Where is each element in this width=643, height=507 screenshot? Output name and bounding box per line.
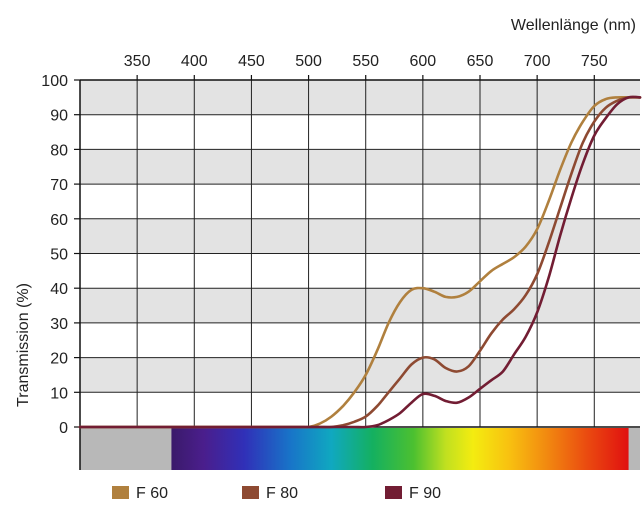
legend-swatch — [385, 486, 402, 499]
band — [80, 322, 640, 358]
visible-spectrum — [171, 428, 629, 470]
y-tick-labels: 0 10 20 30 40 50 60 70 80 90 100 — [41, 73, 68, 437]
x-tick-label: 400 — [181, 53, 208, 70]
band — [80, 184, 640, 219]
legend: F 60 F 80 F 90 — [112, 485, 441, 502]
band — [80, 114, 640, 150]
legend-swatch — [242, 486, 259, 499]
y-tick-label: 10 — [50, 385, 68, 402]
band — [80, 80, 640, 115]
y-tick-label: 20 — [50, 351, 68, 368]
series-line-f-60 — [78, 95, 642, 429]
y-tick-label: 40 — [50, 281, 68, 298]
x-tick-label: 550 — [352, 53, 379, 70]
y-axis-title: Transmission (%) — [15, 283, 32, 407]
y-tick-label: 80 — [50, 142, 68, 159]
band — [80, 149, 640, 185]
y-tick-label: 90 — [50, 108, 68, 125]
y-tick-label: 0 — [59, 420, 68, 437]
x-tick-label: 500 — [295, 53, 322, 70]
y-tick-label: 100 — [41, 73, 68, 90]
y-tick-label: 70 — [50, 177, 68, 194]
series-line-f-90 — [78, 95, 642, 429]
plot-background-bands — [80, 80, 640, 427]
y-tick-label: 50 — [50, 247, 68, 264]
band — [80, 253, 640, 289]
color-spectrum-bar — [80, 428, 640, 470]
legend-label: F 80 — [266, 485, 298, 502]
x-tick-label: 700 — [524, 53, 551, 70]
x-tick-label: 750 — [581, 53, 608, 70]
y-tick-label: 60 — [50, 212, 68, 229]
legend-label: F 60 — [136, 485, 168, 502]
legend-label: F 90 — [409, 485, 441, 502]
band — [80, 288, 640, 323]
x-tick-label: 350 — [124, 53, 151, 70]
band — [80, 357, 640, 393]
x-tick-labels: 350 400 450 500 550 600 650 700 750 — [124, 53, 608, 70]
x-axis-title: Wellenlänge (nm) — [511, 17, 636, 34]
band — [80, 392, 640, 427]
legend-swatch — [112, 486, 129, 499]
x-tick-label: 450 — [238, 53, 265, 70]
x-tick-label: 600 — [410, 53, 437, 70]
y-tick-label: 30 — [50, 316, 68, 333]
x-tick-label: 650 — [467, 53, 494, 70]
series-lines — [78, 95, 642, 429]
